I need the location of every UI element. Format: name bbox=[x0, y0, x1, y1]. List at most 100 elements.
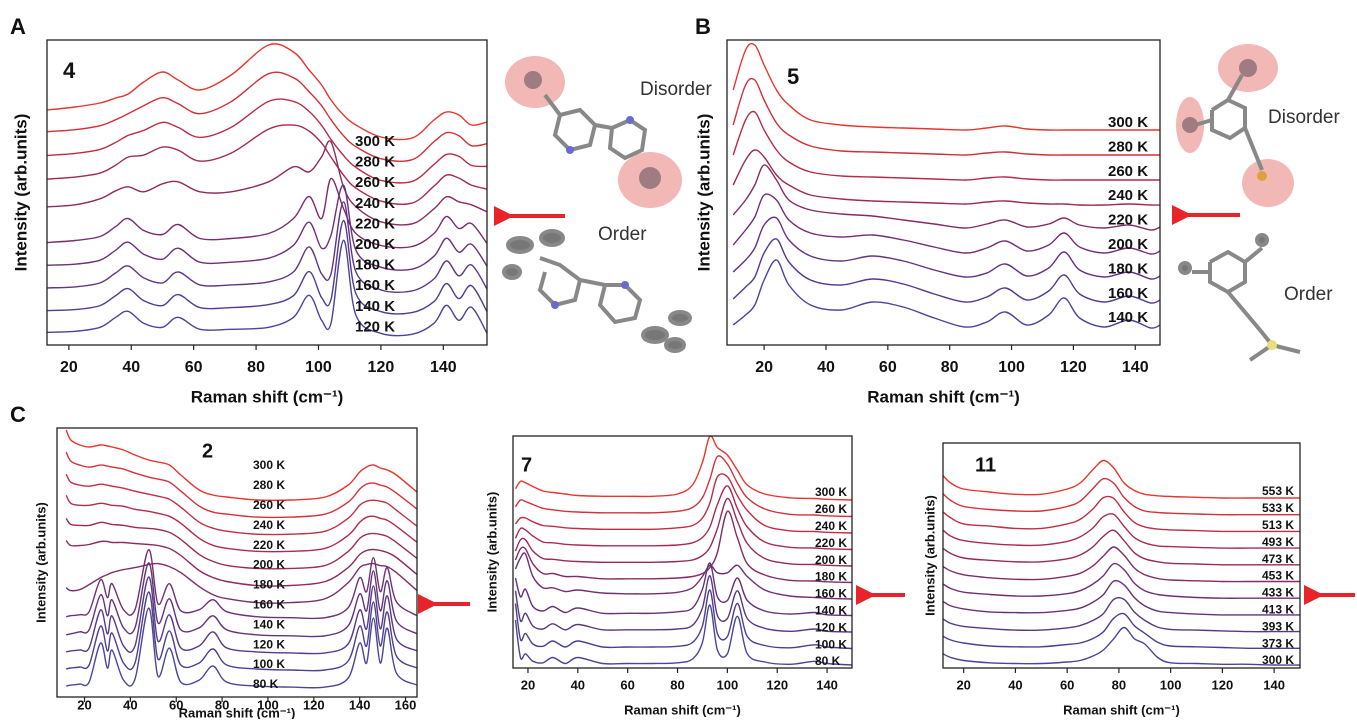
x-tick-label: 120 bbox=[766, 677, 788, 692]
annotation: Disorder bbox=[640, 79, 712, 100]
annotation: Order bbox=[1284, 284, 1333, 305]
y-axis-title: Intensity (arb.units) bbox=[11, 114, 30, 272]
series-label: 553 K bbox=[1262, 484, 1294, 498]
chart-title: 11 bbox=[975, 454, 996, 476]
spectrum-line bbox=[733, 165, 1160, 230]
spectrum-line bbox=[66, 495, 417, 551]
series-label: 220 K bbox=[1108, 212, 1148, 229]
x-tick-label: 40 bbox=[122, 359, 140, 376]
series-label: 180 K bbox=[355, 257, 395, 274]
y-axis-title: Intensity (arb.units) bbox=[33, 502, 48, 623]
spectrum-line bbox=[516, 511, 853, 582]
y-axis-title: Intensity (arb.units) bbox=[484, 492, 499, 613]
series-label: 300 K bbox=[815, 485, 847, 499]
series-label: 433 K bbox=[1262, 586, 1294, 600]
x-tick-label: 40 bbox=[571, 677, 585, 692]
chart-panel: 300 K280 K260 K240 K220 K200 K180 K160 K… bbox=[694, 40, 1340, 406]
x-tick-label: 140 bbox=[816, 677, 838, 692]
spectrum-line bbox=[47, 202, 487, 292]
spectrum-line bbox=[516, 576, 853, 632]
series-label: 240 K bbox=[355, 195, 395, 212]
x-axis-title: Raman shift (cm⁻¹) bbox=[867, 387, 1020, 406]
chart-panel: 300 K280 K260 K240 K220 K200 K180 K160 K… bbox=[11, 40, 712, 406]
series-label: 120 K bbox=[815, 620, 847, 634]
y-axis-title: Intensity (arb.units) bbox=[694, 114, 713, 272]
series-label: 140 K bbox=[815, 603, 847, 617]
x-tick-label: 40 bbox=[123, 697, 137, 712]
series-label: 260 K bbox=[1108, 163, 1148, 180]
series-label: 300 K bbox=[253, 458, 285, 472]
spectrum-line bbox=[516, 486, 853, 550]
spectrum-line bbox=[47, 99, 487, 183]
x-tick-label: 60 bbox=[620, 677, 634, 692]
x-axis-title: Raman shift (cm⁻¹) bbox=[191, 387, 344, 406]
spectrum-line bbox=[516, 590, 853, 649]
series-label: 200 K bbox=[253, 558, 285, 572]
annotation: Disorder bbox=[1268, 107, 1340, 128]
series-label: 280 K bbox=[1108, 138, 1148, 155]
plot-area bbox=[516, 436, 853, 665]
series-label: 260 K bbox=[815, 502, 847, 516]
chart-title: 4 bbox=[63, 58, 76, 83]
series-label: 533 K bbox=[1262, 501, 1294, 515]
spectrum-line bbox=[733, 111, 1160, 180]
series-label: 493 K bbox=[1262, 535, 1294, 549]
x-tick-label: 60 bbox=[185, 359, 203, 376]
x-tick-label: 60 bbox=[1060, 677, 1074, 692]
x-tick-label: 40 bbox=[1008, 677, 1022, 692]
x-tick-label: 160 bbox=[395, 697, 417, 712]
series-label: 220 K bbox=[355, 215, 395, 232]
spectrum-line bbox=[516, 474, 853, 533]
spectrum-line bbox=[733, 79, 1160, 156]
series-label: 180 K bbox=[253, 578, 285, 592]
series-label: 280 K bbox=[253, 478, 285, 492]
series-label: 473 K bbox=[1262, 552, 1294, 566]
series-label: 200 K bbox=[355, 236, 395, 253]
x-tick-label: 20 bbox=[77, 697, 91, 712]
series-label: 513 K bbox=[1262, 518, 1294, 532]
chart-title: 2 bbox=[202, 440, 213, 462]
series-label: 140 K bbox=[1108, 309, 1148, 326]
spectrum-line bbox=[47, 44, 487, 140]
x-tick-label: 40 bbox=[817, 359, 835, 376]
panel-label: A bbox=[10, 14, 26, 39]
series-label: 160 K bbox=[815, 587, 847, 601]
spectrum-line bbox=[66, 452, 417, 517]
series-label: 80 K bbox=[253, 677, 279, 691]
series-label: 240 K bbox=[815, 519, 847, 533]
spectrum-line bbox=[47, 72, 487, 161]
x-tick-label: 100 bbox=[717, 677, 739, 692]
x-axis-title: Raman shift (cm⁻¹) bbox=[624, 702, 741, 717]
x-axis-title: Raman shift (cm⁻¹) bbox=[179, 705, 296, 719]
series-label: 260 K bbox=[355, 174, 395, 191]
series-label: 220 K bbox=[253, 538, 285, 552]
series-label: 100 K bbox=[253, 657, 285, 671]
series-label: 160 K bbox=[355, 277, 395, 294]
x-tick-label: 120 bbox=[368, 359, 395, 376]
series-label: 300 K bbox=[355, 133, 395, 150]
x-axis-title: Raman shift (cm⁻¹) bbox=[1063, 702, 1180, 717]
spectrum-line bbox=[516, 563, 853, 616]
series-label: 200 K bbox=[1108, 236, 1148, 253]
x-tick-label: 120 bbox=[1212, 677, 1234, 692]
series-label: 393 K bbox=[1262, 619, 1294, 633]
annotation: Order bbox=[598, 224, 647, 245]
x-tick-label: 140 bbox=[430, 359, 457, 376]
spectrum-line bbox=[47, 178, 487, 247]
x-tick-label: 20 bbox=[521, 677, 535, 692]
chart-title: 5 bbox=[787, 64, 799, 89]
series-label: 240 K bbox=[253, 518, 285, 532]
x-tick-label: 80 bbox=[1112, 677, 1126, 692]
series-label: 160 K bbox=[1108, 285, 1148, 302]
figure: A B C 300 bbox=[0, 0, 1357, 719]
spectrum-line bbox=[516, 498, 853, 566]
plot-area bbox=[943, 460, 1300, 665]
series-label: 80 K bbox=[815, 654, 841, 668]
x-tick-label: 20 bbox=[60, 359, 78, 376]
series-label: 140 K bbox=[355, 298, 395, 315]
plot-frame bbox=[943, 443, 1300, 668]
chart-panel: 553 K533 K513 K493 K473 K453 K433 K413 K… bbox=[922, 443, 1300, 717]
molecule-order bbox=[504, 231, 690, 351]
